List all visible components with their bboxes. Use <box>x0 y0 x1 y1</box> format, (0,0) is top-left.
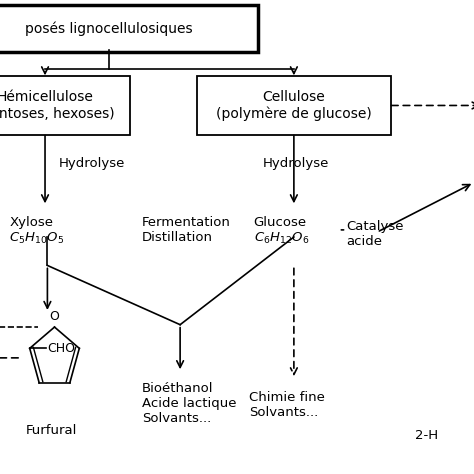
FancyBboxPatch shape <box>0 5 258 52</box>
Text: Furfural: Furfural <box>26 424 77 437</box>
Text: O: O <box>50 310 59 323</box>
Text: Hydrolyse: Hydrolyse <box>263 157 329 170</box>
FancyBboxPatch shape <box>197 76 391 135</box>
Text: Fermentation
Distillation: Fermentation Distillation <box>142 216 231 244</box>
Text: Catalyse
acide: Catalyse acide <box>346 220 403 248</box>
Text: CHO: CHO <box>48 342 76 355</box>
FancyBboxPatch shape <box>0 76 130 135</box>
Text: posés lignocellulosiques: posés lignocellulosiques <box>25 21 193 36</box>
Text: Bioéthanol
Acide lactique
Solvants...: Bioéthanol Acide lactique Solvants... <box>142 382 237 425</box>
Text: Chimie fine
Solvants...: Chimie fine Solvants... <box>249 391 325 419</box>
Text: Cellulose
(polymère de glucose): Cellulose (polymère de glucose) <box>216 90 372 121</box>
Text: Hydrolyse: Hydrolyse <box>59 157 126 170</box>
Text: 2-H: 2-H <box>415 429 438 442</box>
Text: Glucose
$C_6H_{12}O_6$: Glucose $C_6H_{12}O_6$ <box>254 216 309 246</box>
Text: Hémicellulose
(pentoses, hexoses): Hémicellulose (pentoses, hexoses) <box>0 91 114 120</box>
Text: Xylose
$C_5H_{10}O_5$: Xylose $C_5H_{10}O_5$ <box>9 216 64 246</box>
